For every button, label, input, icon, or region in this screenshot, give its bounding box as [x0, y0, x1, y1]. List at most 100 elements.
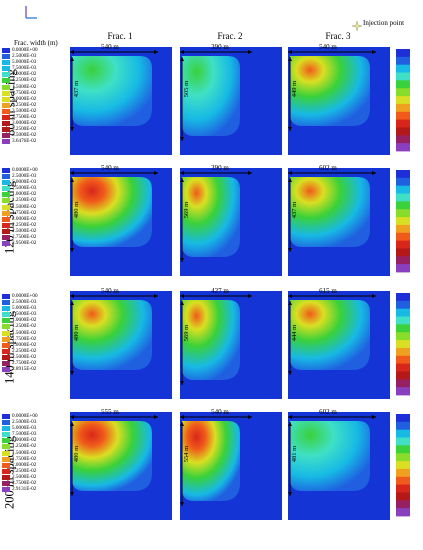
legend-entry: 1.5000E-02: [2, 450, 68, 456]
legend-entry: 1.0000E-02: [2, 191, 68, 198]
arrow-head: [288, 422, 292, 426]
legend-swatch: [2, 84, 10, 90]
arrow-head: [180, 178, 184, 182]
legend-value: 5.0000E-03: [12, 179, 37, 186]
arrow-head: [70, 422, 74, 426]
legend-entry: 2.5000E-03: [2, 299, 68, 306]
arrow-head: [288, 301, 292, 305]
length-label: 615 m: [319, 287, 337, 295]
legend-swatch: [2, 210, 10, 216]
color-scale-bar-segment: [396, 461, 410, 470]
width-legend-title: Frac. width (m): [14, 39, 58, 47]
arrow-head: [180, 502, 184, 506]
arrow-head: [180, 381, 184, 385]
color-scale-bar-segment: [396, 484, 410, 493]
arrow-head: [288, 57, 292, 61]
legend-200: 0.0000E+00 2.5000E-03 5.0000E-03 7.5000E-03…: [2, 413, 68, 493]
legend-entry: 2.7500E-02: [2, 114, 68, 121]
legend-entry: 1.2500E-02: [2, 323, 68, 330]
color-scale-bar-segment: [396, 355, 410, 365]
legend-swatch: [2, 336, 10, 342]
legend-value: 2.0000E-02: [12, 461, 37, 468]
legend-swatch: [2, 450, 10, 456]
legend-value: 2.5000E-03: [12, 53, 37, 60]
color-scale-bar-segment: [396, 476, 410, 486]
legend-value: 2.0000E-02: [12, 215, 37, 222]
length-label: 602 m: [319, 164, 337, 172]
legend-entry: 5.0000E-03: [2, 305, 68, 312]
color-scale-bar-segment: [396, 80, 410, 89]
length-label: 427 m: [211, 287, 229, 295]
color-scale-bar-segment: [396, 256, 410, 265]
arrow-head: [70, 492, 74, 496]
legend-swatch: [2, 414, 10, 419]
legend-value: 3.5000E-02: [12, 132, 37, 139]
height-label: 480 m: [73, 325, 80, 341]
arrow-head: [288, 492, 292, 496]
legend-value: 2.5000E-02: [12, 227, 37, 234]
legend-value: 1.2500E-02: [12, 443, 37, 450]
legend-value: 2.8915E-02: [12, 366, 37, 373]
color-scale-bar-segment: [396, 64, 410, 73]
fracture-width-field: [72, 56, 152, 126]
color-scale-bar-segment: [396, 170, 410, 179]
arrow-head: [248, 50, 252, 54]
color-scale-bar-segment: [396, 308, 410, 317]
fracture-width-field: [290, 300, 370, 370]
legend-swatch: [2, 432, 10, 438]
legend-value: 1.7500E-02: [12, 335, 37, 342]
legend-value: 1.7500E-02: [12, 89, 37, 96]
legend-entry: 2.5000E-03: [2, 53, 68, 60]
legend-swatch: [2, 294, 10, 299]
legend-swatch: [2, 108, 10, 114]
legend-entry: 1.5000E-02: [2, 84, 68, 90]
legend-swatch: [2, 222, 10, 228]
legend-entry: 1.2500E-02: [2, 77, 68, 84]
arrow-head: [372, 50, 376, 54]
legend-swatch: [2, 180, 10, 186]
axis-indicator-icon: [24, 5, 38, 21]
color-scale-bar-segment: [396, 363, 410, 372]
legend-entry: 3.0000E-02: [2, 120, 68, 127]
legend-entry: 2.5000E-02: [2, 108, 68, 114]
height-label: 437 m: [73, 81, 80, 97]
fracture-width-field: [290, 177, 370, 247]
arrow-head: [372, 294, 376, 298]
length-label: 540 m: [101, 287, 119, 295]
arrow-head: [180, 171, 184, 175]
legend-value: 2.7500E-02: [12, 234, 37, 241]
legend-swatch: [2, 348, 10, 354]
arrow-head: [288, 294, 292, 298]
legend-swatch: [2, 487, 10, 493]
color-scale-bar-segment: [396, 177, 410, 187]
arrow-head: [288, 415, 292, 419]
legend-entry: 1.5000E-02: [2, 204, 68, 210]
color-scale-bar-segment: [396, 224, 410, 234]
color-scale-bar-segment: [396, 111, 410, 121]
legend-entry: 2.5000E-02: [2, 474, 68, 480]
color-scale-bar-segment: [396, 300, 410, 310]
color-scale-bar-segment: [396, 445, 410, 454]
legend-value: 1.2500E-02: [12, 197, 37, 204]
length-label: 390 m: [211, 164, 229, 172]
legend-value: 2.5000E-02: [12, 473, 37, 480]
color-scale-bar-segment: [396, 332, 410, 341]
legend-140: 0.0000E+00 2.5000E-03 5.0000E-03 7.5000E-03…: [2, 293, 68, 373]
color-scale-bar-segment: [396, 324, 410, 333]
legend-entry: 0.0000E+00: [2, 167, 68, 173]
legend-entry: 1.7500E-02: [2, 210, 68, 216]
color-scale-bar-segment: [396, 217, 410, 226]
legend-value: 1.7500E-02: [12, 209, 37, 216]
legend-swatch: [2, 481, 10, 487]
legend-value: 5.0000E-03: [12, 305, 37, 312]
legend-swatch: [2, 102, 10, 108]
legend-swatch: [2, 78, 10, 84]
arrow-head: [154, 50, 158, 54]
fracture-width-field: [182, 56, 240, 136]
fracture-width-field: [182, 177, 240, 257]
color-scale-bar-segment: [396, 316, 410, 325]
arrow-head: [248, 415, 252, 419]
fracture-width-field: [182, 300, 240, 380]
legend-entry: 7.5000E-03: [2, 431, 68, 438]
legend-entry: 2.5000E-03: [2, 419, 68, 426]
